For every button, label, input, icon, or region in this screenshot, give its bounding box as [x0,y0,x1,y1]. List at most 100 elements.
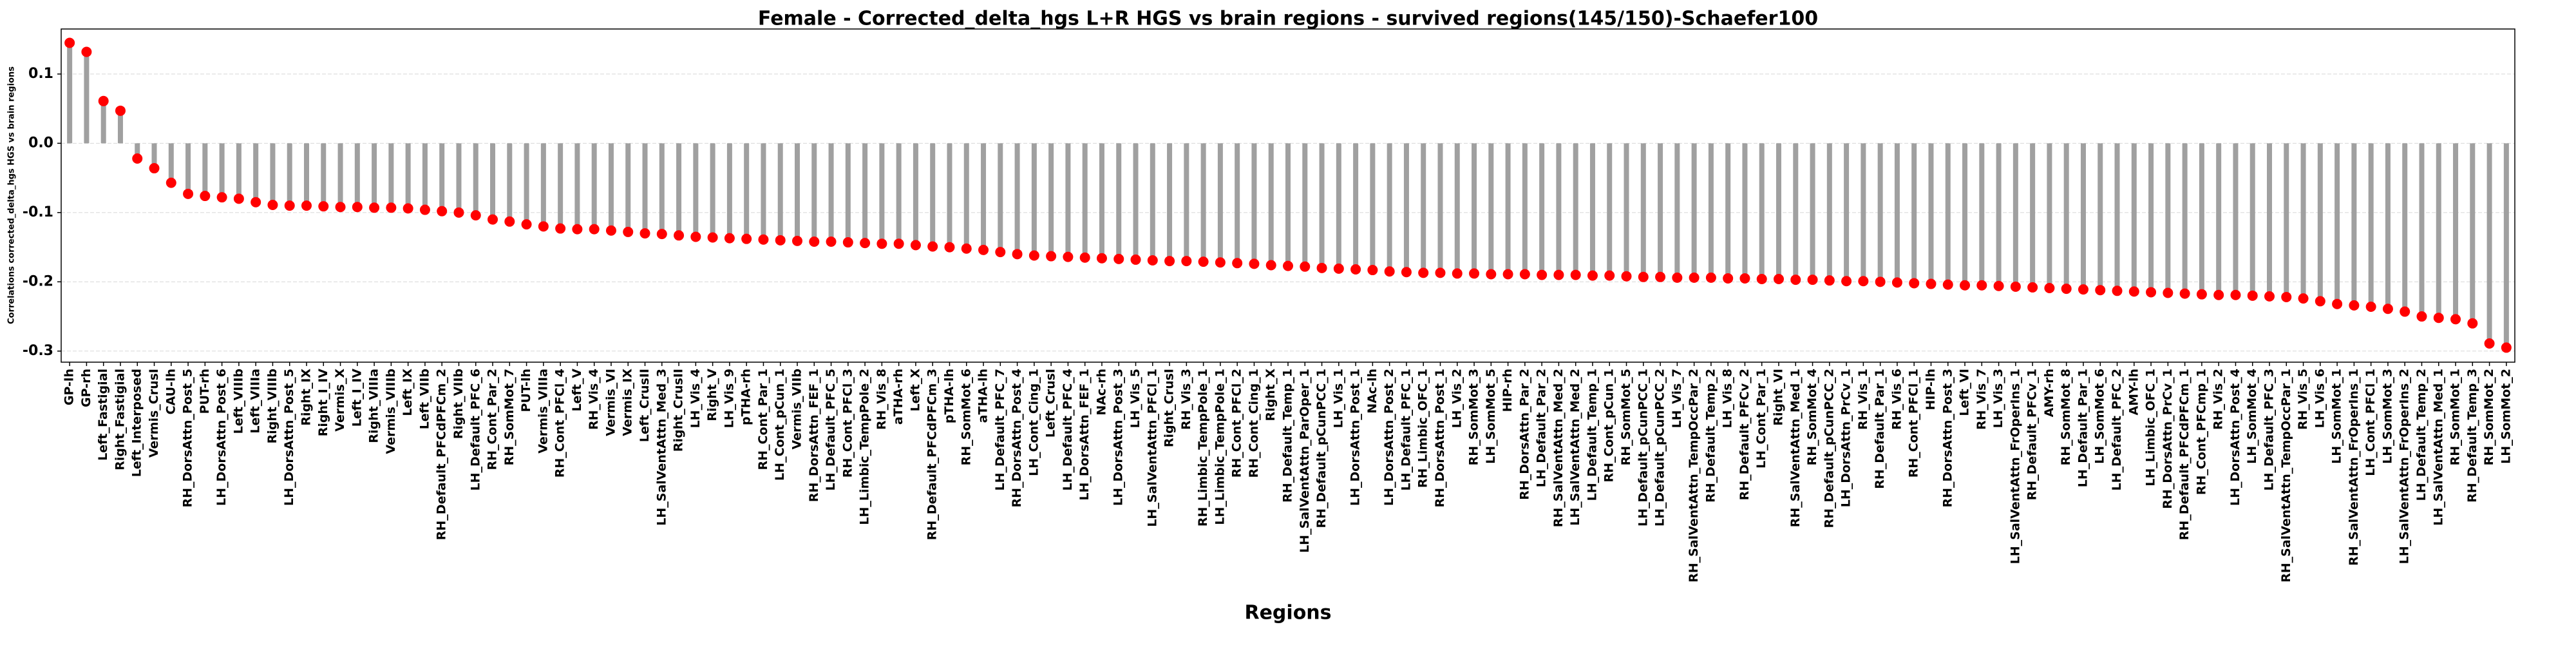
x-tick-label: LH_Default_pCunPCC_1 [1636,369,1650,526]
dot [2332,298,2343,309]
y-tick-label: -0.2 [23,273,53,289]
x-tick-label: PUT-lh [519,369,533,412]
x-tick-label: AMY-lh [2126,369,2141,416]
x-tick-label: Vermis_CrusI [147,369,161,458]
dot [1333,263,1344,274]
dot [1858,276,1869,287]
dot [2501,342,2512,353]
dot [1537,269,1548,280]
dot [1689,272,1700,283]
dot [2281,291,2292,302]
dot [216,192,227,203]
x-tick-label: Right_Fastigial [113,369,127,470]
dot [1079,252,1090,263]
x-tick-label: RH_Default_Temp_2 [1703,369,1718,503]
plot-frame [61,28,2515,363]
x-tick-label: LH_Default_PFC_7 [993,369,1007,490]
dot [860,238,871,249]
x-tick-label: RH_SalVentAttn_FrOperIns_1 [2347,369,2361,566]
x-tick-label: RH_Default_PFCdPFCm_1 [2177,369,2192,540]
dot [2450,314,2461,325]
dot [639,228,650,239]
dot [809,236,820,247]
dot [2213,289,2224,300]
dot [369,202,380,213]
dot [81,46,92,57]
x-tick-label: Right_VIIIa [367,369,381,443]
dot [2146,287,2157,298]
dot [2128,286,2139,297]
dot [2061,284,2072,295]
dot [251,197,261,208]
dot [1316,262,1327,273]
dot [893,238,904,249]
x-tick-label: RH_DorsAttn_FEF_1 [807,369,821,502]
x-tick-label: HIP-rh [1501,369,1515,412]
x-tick-label: LH_SalVentAttn_PFCl_1 [1145,369,1159,527]
dot [2179,288,2190,299]
x-tick-label: LH_Vis_9 [722,369,736,428]
dot [1164,256,1175,267]
dot [98,95,109,106]
dot [1350,264,1361,275]
dot [2095,285,2106,296]
dot [1384,266,1395,277]
dot [961,243,972,254]
dot [2078,284,2088,295]
x-tick-label: LH_Limbic_TempPole_1 [1213,369,1227,525]
x-tick-label: LH_Default_PFC_3 [2262,369,2277,490]
x-tick-label: LH_SomMot_2 [2499,369,2513,464]
x-tick-label: LH_Cont_pCun_1 [773,369,787,481]
dot [1672,272,1683,283]
x-tick-label: RH_SalVentAttn_Med_1 [1788,369,1803,527]
dot [166,177,176,188]
x-tick-label: Right_I_IV [316,369,330,436]
x-tick-label: RH_DorsAttn_Post_4 [1010,369,1024,508]
dot [1993,280,2004,291]
dot [876,238,887,249]
x-tick-label: RH_DorsAttn_PrCv_1 [2161,369,2175,509]
dot [1570,269,1581,280]
dot [1012,249,1023,260]
x-tick-label: LH_DorsAttn_Post_6 [214,369,229,506]
x-tick-label: RH_Vis_4 [587,369,601,430]
dot [1215,257,1226,268]
x-tick-label: RH_SomMot_8 [2059,369,2073,465]
dot [1283,260,1293,271]
x-tick-label: RH_Vis_1 [1856,369,1870,430]
dot [555,223,566,234]
x-tick-label: Vermis_IX [621,369,635,436]
dot [1638,271,1649,282]
dot [2247,290,2258,301]
dot [1587,270,1598,281]
dot [775,235,786,246]
x-tick-label: LH_Vis_5 [1128,369,1142,428]
x-tick-label: AMY-rh [2042,369,2056,417]
x-tick-label: Right_VIIb [451,369,466,439]
dot [1502,269,1513,280]
x-tick-label: LH_DorsAttn_Post_2 [1382,369,1396,506]
dot [2365,302,2376,313]
x-tick-label: RH_SomMot_2 [2482,369,2496,465]
dot [301,200,312,211]
dot [1147,255,1158,266]
x-tick-label: Right_IX [299,369,314,426]
x-tick-label: Vermis_VIIb [790,369,804,450]
dot [521,219,532,230]
dot [1604,270,1615,281]
dot [2484,338,2495,349]
x-tick-label: RH_SomMot_1 [2448,369,2463,465]
dot [2467,318,2478,329]
x-tick-label: RH_Vis_8 [875,369,889,430]
dot [2196,289,2207,300]
dot [2315,296,2325,307]
x-tick-label: RH_Default_PFCv_1 [2025,369,2040,500]
x-tick-label: Vermis_VI [603,369,618,436]
dot [1181,256,1192,267]
dot [318,201,329,212]
x-tick-label: RH_Default_PFCdPFCm_3 [925,369,940,540]
dot [1418,267,1429,278]
x-tick-label: LH_Vis_7 [1670,369,1684,428]
x-tick-label: LH_Limbic_OFC_1 [2144,369,2158,487]
